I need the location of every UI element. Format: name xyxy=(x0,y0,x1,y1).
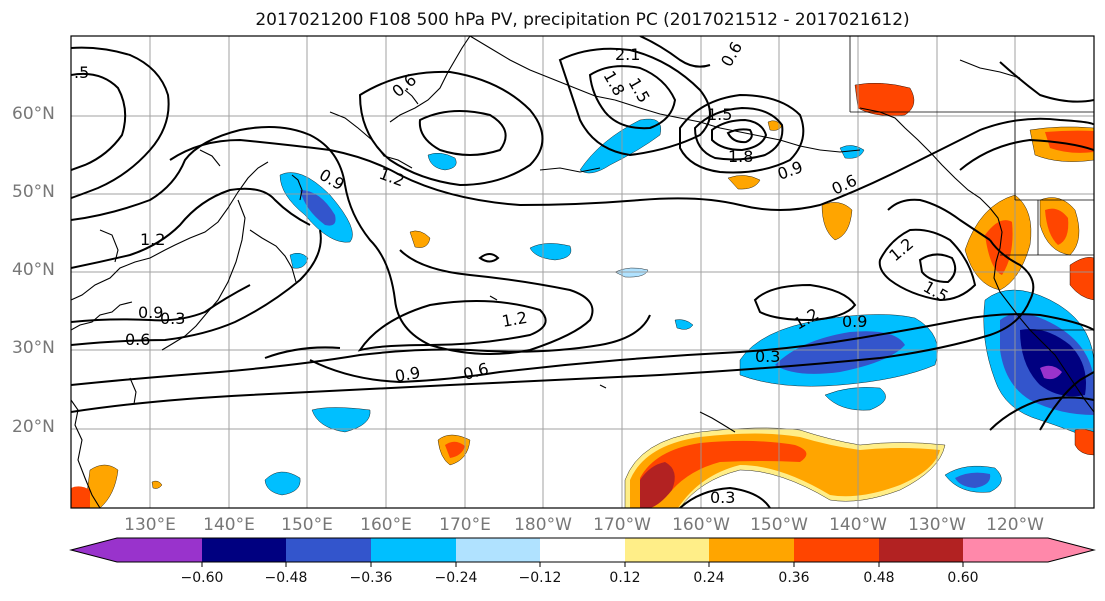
graticule xyxy=(71,36,1094,508)
contour-label: 0.9 xyxy=(842,312,867,331)
colorbar-tick-label: 0.48 xyxy=(863,570,895,586)
contour-label: 1.5 xyxy=(707,105,732,124)
colorbar-tick-label: 0.24 xyxy=(693,570,725,586)
colorbar-swatch xyxy=(286,538,371,562)
latitude-label: 40°N xyxy=(12,260,55,280)
longitude-label: 120°W xyxy=(986,515,1044,535)
colorbar-swatch xyxy=(879,538,963,562)
colorbar-tick-marks xyxy=(201,562,964,567)
contour-label: 0.3 xyxy=(160,309,185,328)
colorbar-swatch xyxy=(456,538,540,562)
colorbar-tick-label: 0.60 xyxy=(947,570,979,586)
contour-label: 1.2 xyxy=(500,308,528,331)
colorbar-swatch xyxy=(117,538,202,562)
contour-label: 0.9 xyxy=(138,303,163,322)
longitude-label: 150°E xyxy=(281,515,333,535)
longitude-label: 140°W xyxy=(829,515,887,535)
colorbar-swatch xyxy=(202,538,286,562)
longitude-label: 130°E xyxy=(124,515,176,535)
contour-label: 1.2 xyxy=(140,230,165,249)
map-title: 2017021200 F108 500 hPa PV, precipitatio… xyxy=(255,10,910,30)
longitude-label: 150°W xyxy=(750,515,808,535)
longitude-label: 170°E xyxy=(439,515,491,535)
contour-label: 0.6 xyxy=(125,330,150,349)
colorbar-tick-label: −0.60 xyxy=(180,570,224,586)
contour-label: 0.3 xyxy=(710,488,735,507)
colorbar-tick-label: 0.36 xyxy=(778,570,810,586)
longitude-label: 160°W xyxy=(672,515,730,535)
latitude-label: 50°N xyxy=(12,182,55,202)
latitude-label: 60°N xyxy=(12,104,55,124)
colorbar-tick-label: 0.12 xyxy=(609,570,641,586)
longitude-label: 170°W xyxy=(593,515,651,535)
colorbar-swatch xyxy=(794,538,879,562)
contour-label: 2.1 xyxy=(615,45,640,64)
contour-label: 0.9 xyxy=(393,363,421,386)
colorbar-outline xyxy=(69,537,1096,563)
precip-fills xyxy=(71,82,1094,508)
colorbar-tick-label: −0.36 xyxy=(349,570,393,586)
political-borders xyxy=(849,36,1094,331)
colorbar-swatch xyxy=(963,538,1048,562)
contour-label: 1.8 xyxy=(728,147,753,166)
contour-label: .5 xyxy=(74,63,89,82)
contour-label: 0.3 xyxy=(755,347,780,366)
latitude-label: 20°N xyxy=(12,417,55,437)
latitude-label: 30°N xyxy=(12,338,55,358)
pv-contours xyxy=(71,36,1094,508)
longitude-label: 130°W xyxy=(908,515,966,535)
colorbar-swatch xyxy=(371,538,456,562)
longitude-label: 160°E xyxy=(360,515,412,535)
colorbar xyxy=(69,537,1096,567)
colorbar-tick-label: −0.12 xyxy=(518,570,562,586)
colorbar-swatch xyxy=(1048,538,1094,562)
colorbar-swatch xyxy=(71,538,117,562)
longitude-label: 180°W xyxy=(514,515,572,535)
colorbar-swatch xyxy=(625,538,709,562)
colorbar-tick-label: −0.48 xyxy=(264,570,308,586)
colorbar-tick-label: −0.24 xyxy=(434,570,478,586)
colorbar-swatch xyxy=(540,538,625,562)
colorbar-swatch xyxy=(709,538,794,562)
map-frame xyxy=(70,35,1095,509)
longitude-label: 140°E xyxy=(203,515,255,535)
